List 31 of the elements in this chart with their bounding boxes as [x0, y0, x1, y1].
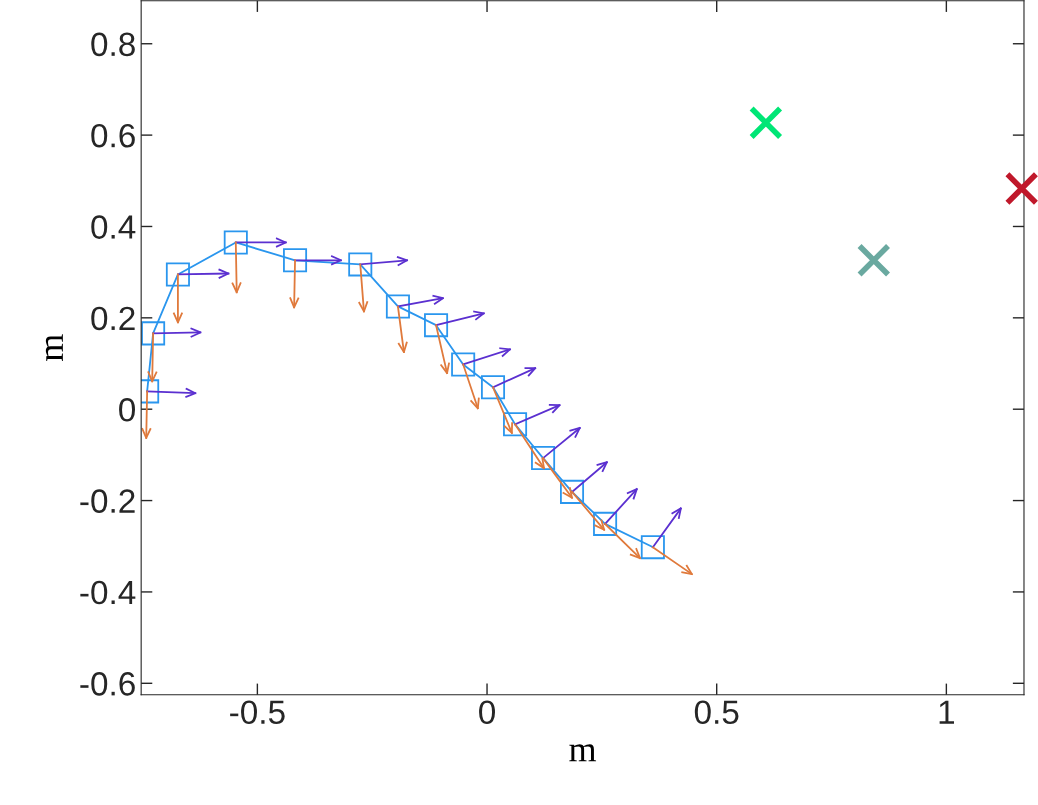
- point: [503, 412, 528, 437]
- x-tick-label: 0: [479, 700, 495, 725]
- point: [531, 446, 556, 471]
- y-tick-label: 0.2: [91, 306, 135, 331]
- point: [348, 252, 373, 277]
- point: [424, 313, 449, 338]
- point: [1004, 171, 1038, 206]
- y-tick-label: 0.4: [91, 215, 136, 239]
- point: [480, 375, 506, 400]
- y-tick-label: -0.2: [80, 489, 135, 513]
- point: [141, 321, 166, 346]
- y-tick-label: 0: [119, 398, 135, 422]
- x-tick-label: 1: [939, 700, 954, 724]
- y-axis-title: m: [45, 334, 63, 362]
- y-tick-label: 0.8: [91, 32, 135, 57]
- point: [451, 352, 476, 377]
- point: [283, 248, 308, 273]
- point: [559, 479, 585, 504]
- x-tick-label: 0.5: [694, 700, 739, 725]
- y-tick-label: 0.6: [91, 123, 135, 148]
- y-tick-label: -0.4: [80, 580, 136, 605]
- x-tick-label: -0.5: [230, 700, 285, 725]
- point: [640, 535, 665, 560]
- point: [223, 230, 248, 255]
- point: [593, 511, 618, 536]
- point: [748, 105, 783, 140]
- point: [856, 243, 891, 278]
- y-tick-label: -0.6: [80, 672, 135, 696]
- x-axis-title: m: [569, 744, 597, 762]
- point: [385, 294, 410, 319]
- point: [165, 262, 190, 287]
